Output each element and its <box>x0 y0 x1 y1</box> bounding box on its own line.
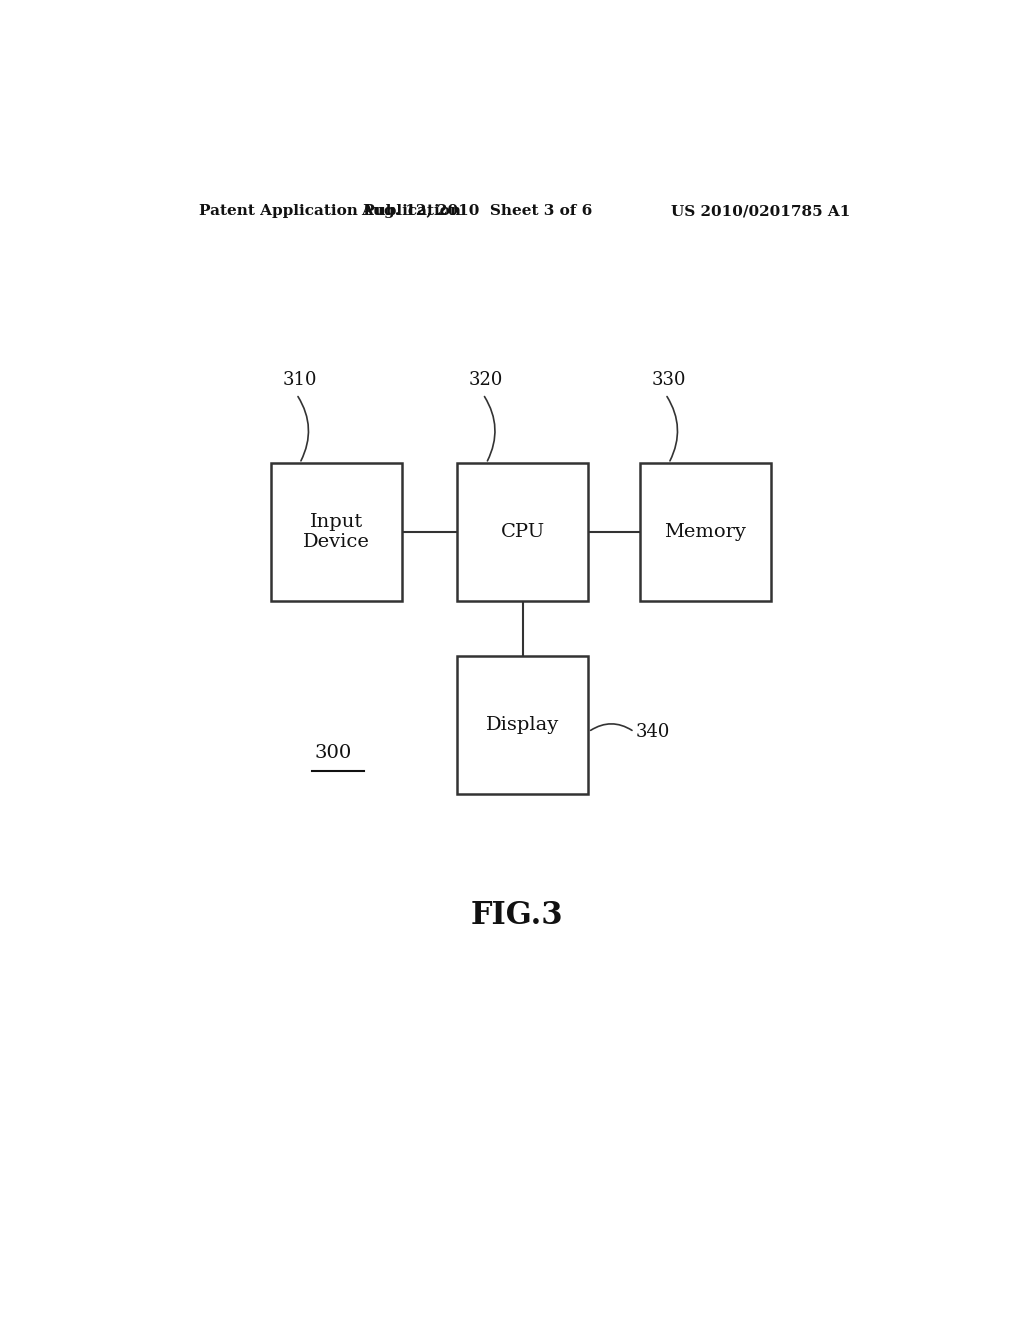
Text: FIG.3: FIG.3 <box>471 900 563 931</box>
Text: 300: 300 <box>314 744 352 762</box>
Text: CPU: CPU <box>501 523 545 541</box>
Text: Aug. 12, 2010  Sheet 3 of 6: Aug. 12, 2010 Sheet 3 of 6 <box>361 205 593 218</box>
Text: Patent Application Publication: Patent Application Publication <box>200 205 462 218</box>
Bar <box>640 463 771 601</box>
Bar <box>458 656 588 793</box>
Text: 340: 340 <box>636 723 671 741</box>
Text: Display: Display <box>486 715 559 734</box>
Text: 330: 330 <box>651 371 686 389</box>
Bar <box>270 463 401 601</box>
Bar <box>458 463 588 601</box>
Text: 310: 310 <box>283 371 316 389</box>
Text: Input
Device: Input Device <box>303 512 370 552</box>
Text: US 2010/0201785 A1: US 2010/0201785 A1 <box>671 205 850 218</box>
Text: 320: 320 <box>469 371 503 389</box>
Text: Memory: Memory <box>665 523 746 541</box>
